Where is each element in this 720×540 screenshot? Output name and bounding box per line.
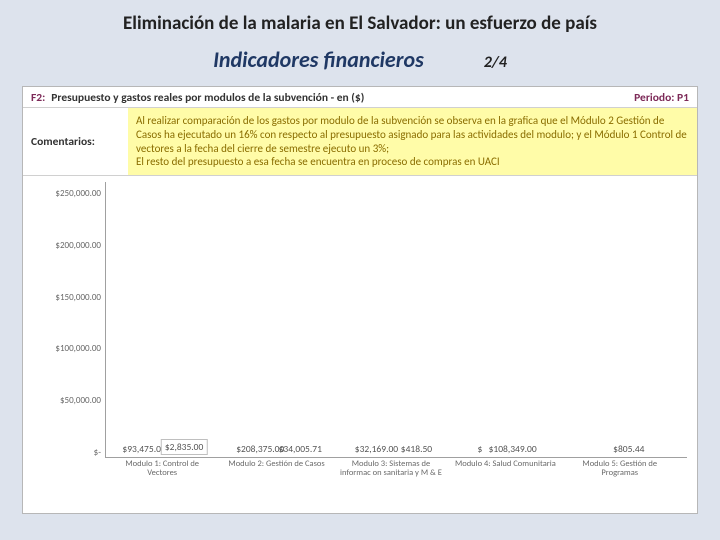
actual-value: $34,005.71 <box>279 443 322 455</box>
x-label: Modulo 3: Sistemas de informac on sanita… <box>340 458 443 480</box>
bar-groups: $93,475.00$2,835.00 $208,375.00$34,005.71… <box>106 182 687 457</box>
f2-text: Presupuesto y gastos reales por modulos … <box>51 91 628 105</box>
comments-label: Comentarios: <box>23 108 128 175</box>
y-tick: $150,000.00 <box>33 292 101 303</box>
x-label: Modulo 4: Salud Comunitaria <box>454 458 557 480</box>
f2-label: F2: <box>31 91 45 105</box>
page-number: 2/4 <box>484 53 507 72</box>
budget-chart: $250,000.00 $200,000.00 $150,000.00 $100,00… <box>23 176 697 484</box>
x-axis: Modulo 1: Control de Vectores Modulo 2: G… <box>105 458 677 480</box>
comments-text: Al realizar comparación de los gastos po… <box>128 108 697 175</box>
plot-area: $93,475.00$2,835.00 $208,375.00$34,005.71… <box>105 182 687 458</box>
y-tick: $100,000.00 <box>33 343 101 354</box>
x-label: Modulo 5: Gestión de Programas <box>568 458 671 480</box>
y-tick: $250,000.00 <box>33 188 101 199</box>
y-tick: $- <box>33 447 101 458</box>
content-panel: F2: Presupuesto y gastos reales por modu… <box>22 86 698 514</box>
budget-value: $208,375.00 <box>236 443 284 455</box>
subtitle: Indicadores financieros <box>213 46 424 73</box>
budget-value: $93,475.00 <box>122 443 165 455</box>
page-title: Eliminación de la malaria en El Salvador… <box>0 12 720 35</box>
periodo-label: Periodo: P1 <box>634 91 689 105</box>
subtitle-row: Indicadores financieros 2/4 <box>0 46 720 73</box>
actual-value: $805.44 <box>613 443 644 455</box>
slide: Eliminación de la malaria en El Salvador… <box>0 0 720 540</box>
f2-header: F2: Presupuesto y gastos reales por modu… <box>23 87 697 108</box>
actual-value: $ <box>477 443 547 455</box>
y-tick: $200,000.00 <box>33 240 101 251</box>
x-label: Modulo 2: Gestión de Casos <box>225 458 328 480</box>
actual-value: $418.50 <box>401 443 432 455</box>
x-label: Modulo 1: Control de Vectores <box>111 458 214 480</box>
budget-value: $32,169.00 <box>355 443 398 455</box>
y-tick: $50,000.00 <box>33 395 101 406</box>
actual-value: $2,835.00 <box>161 439 207 455</box>
comments-row: Comentarios: Al realizar comparación de … <box>23 108 697 176</box>
y-axis: $250,000.00 $200,000.00 $150,000.00 $100,00… <box>33 182 105 480</box>
